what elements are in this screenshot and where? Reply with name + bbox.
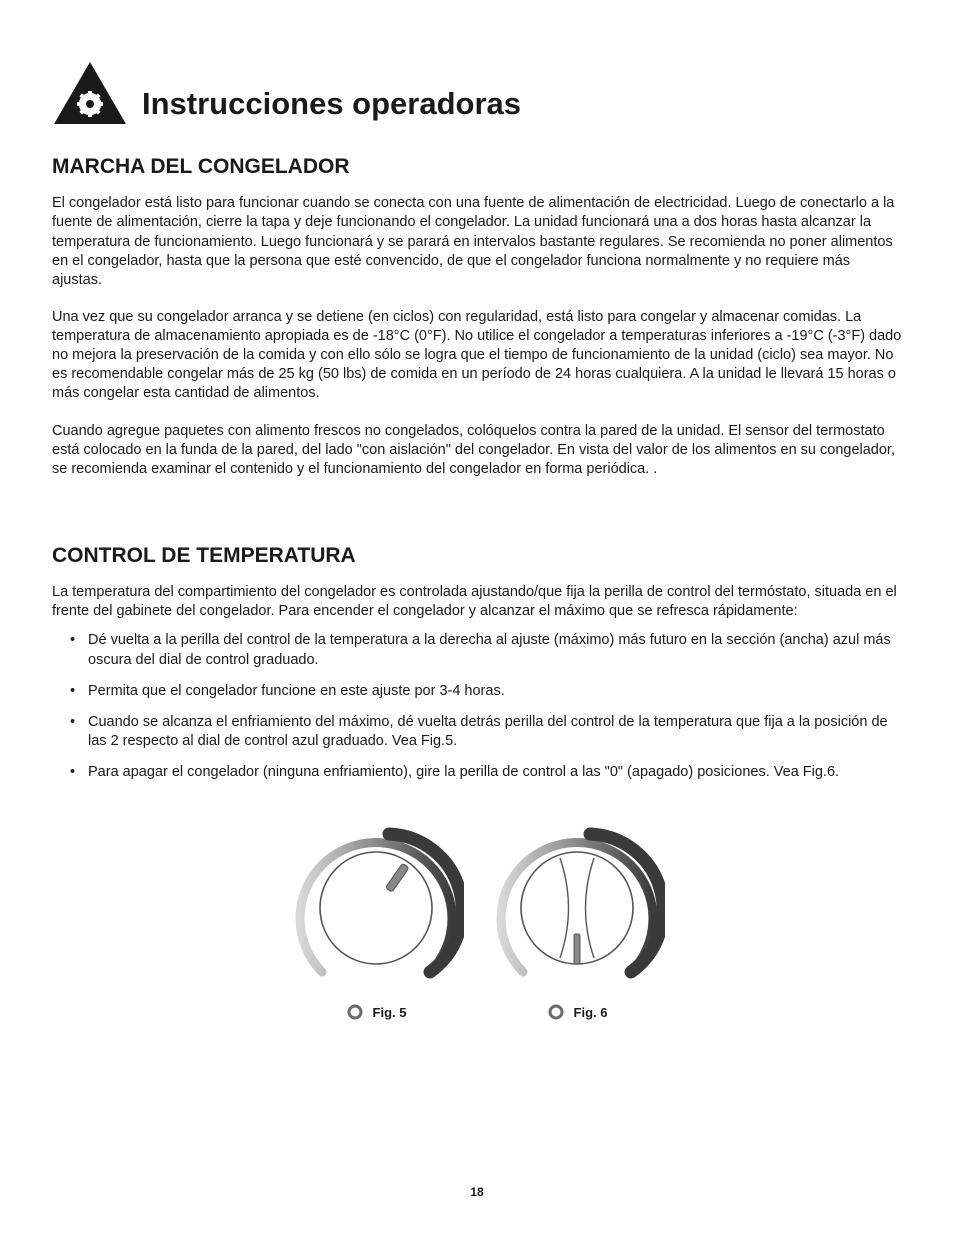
figure-6: Fig. 6 bbox=[490, 824, 665, 1020]
para: La temperatura del compartimiento del co… bbox=[52, 583, 902, 621]
page-number: 18 bbox=[0, 1185, 954, 1199]
para: El congelador está listo para funcionar … bbox=[52, 194, 902, 290]
para: Cuando agregue paquetes con alimento fre… bbox=[52, 422, 902, 479]
figures-row: Fig. 5 Fig. 6 bbox=[52, 824, 902, 1020]
section-heading-control: CONTROL DE TEMPERATURA bbox=[52, 543, 412, 569]
bullet-list: Dé vuelta a la perilla del control de la… bbox=[52, 631, 902, 782]
para: Una vez que su congelador arranca y se d… bbox=[52, 308, 902, 404]
list-item: Dé vuelta a la perilla del control de la… bbox=[70, 631, 902, 669]
figure-label: Fig. 5 bbox=[373, 1005, 407, 1020]
list-item: Permita que el congelador funcione en es… bbox=[70, 682, 902, 701]
section-heading-marcha: MARCHA DEL CONGELADOR bbox=[52, 154, 412, 180]
dial-fig5-icon bbox=[289, 824, 464, 1002]
warning-gear-icon bbox=[52, 60, 128, 126]
list-item: Cuando se alcanza el enfriamiento del má… bbox=[70, 713, 902, 751]
figure-label: Fig. 6 bbox=[574, 1005, 608, 1020]
indicator-ring-icon bbox=[347, 1004, 363, 1020]
page-title: Instrucciones operadoras bbox=[142, 86, 521, 126]
dial-fig6-icon bbox=[490, 824, 665, 1002]
indicator-ring-icon bbox=[548, 1004, 564, 1020]
list-item: Para apagar el congelador (ninguna enfri… bbox=[70, 763, 902, 782]
page-header: Instrucciones operadoras bbox=[52, 60, 902, 126]
figure-5: Fig. 5 bbox=[289, 824, 464, 1020]
